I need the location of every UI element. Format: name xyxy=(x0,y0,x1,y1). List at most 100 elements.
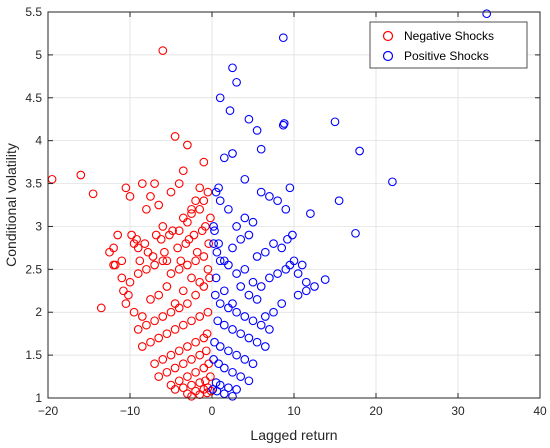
negative-shock-point xyxy=(166,350,176,360)
positive-shock-point xyxy=(211,273,221,283)
positive-shock-point xyxy=(248,359,258,369)
positive-shock-point xyxy=(215,93,225,103)
positive-shock-point xyxy=(232,222,241,231)
positive-shock-point xyxy=(279,119,289,128)
positive-shock-point xyxy=(215,299,225,308)
negative-shock-point xyxy=(203,307,213,317)
negative-shock-point xyxy=(173,243,182,253)
positive-shock-point xyxy=(219,320,229,330)
negative-shock-point xyxy=(195,350,205,360)
negative-shock-point xyxy=(158,312,168,321)
negative-shock-point xyxy=(201,222,210,231)
positive-shock-point xyxy=(260,247,270,257)
negative-shock-point xyxy=(117,273,127,283)
negative-shock-point xyxy=(140,239,150,248)
negative-shock-point xyxy=(135,256,145,266)
negative-shock-point xyxy=(170,385,180,394)
negative-shock-point xyxy=(202,329,212,339)
negative-shock-point xyxy=(88,189,98,199)
positive-shock-point xyxy=(256,187,266,197)
positive-shock-point xyxy=(256,144,266,154)
negative-shock-point xyxy=(191,337,200,347)
negative-shock-point xyxy=(151,230,161,240)
negative-shock-point xyxy=(133,269,143,278)
negative-shock-point xyxy=(187,273,196,283)
negative-shock-point xyxy=(183,372,192,381)
y-tick-label: 4.5 xyxy=(25,91,42,105)
negative-shock-point xyxy=(160,247,169,257)
negative-shock-point xyxy=(162,329,172,339)
negative-shock-point xyxy=(204,239,214,248)
positive-shock-point xyxy=(320,275,330,284)
negative-shock-point xyxy=(206,213,215,223)
positive-shock-point xyxy=(224,260,233,270)
negative-shock-point xyxy=(166,187,176,197)
negative-shock-point xyxy=(178,166,188,176)
negative-shock-point xyxy=(154,333,164,343)
positive-shock-point xyxy=(224,204,233,214)
positive-shock-point xyxy=(252,252,262,261)
negative-shock-point xyxy=(174,264,184,274)
negative-shock-point xyxy=(199,282,209,291)
positive-shock-point xyxy=(232,350,241,360)
negative-shock-point xyxy=(148,252,158,261)
positive-shock-point xyxy=(228,149,237,158)
positive-shock-point xyxy=(297,260,307,270)
negative-shock-point xyxy=(191,256,200,266)
negative-shock-point xyxy=(170,363,180,373)
positive-shock-point xyxy=(232,385,241,394)
negative-shock-point xyxy=(174,303,184,313)
positive-shock-point xyxy=(283,234,292,244)
negative-shock-point xyxy=(183,299,192,308)
negative-shock-point xyxy=(183,140,192,150)
legend-label-positive: Positive Shocks xyxy=(404,49,489,63)
positive-shock-point xyxy=(244,376,254,386)
positive-shock-point xyxy=(211,378,221,387)
positive-shock-point xyxy=(273,196,282,206)
negative-shock-point xyxy=(129,307,139,317)
negative-shock-point xyxy=(187,209,196,218)
positive-shock-point xyxy=(244,290,254,300)
negative-shock-point xyxy=(96,303,106,313)
positive-shock-point xyxy=(277,243,287,253)
negative-shock-point xyxy=(150,179,159,188)
positive-shock-point xyxy=(219,363,229,373)
negative-shock-point xyxy=(183,260,192,270)
positive-shock-point xyxy=(260,312,270,321)
positive-shock-point xyxy=(228,391,237,401)
positive-shock-point xyxy=(224,303,233,313)
legend-label-negative: Negative Shocks xyxy=(404,29,494,43)
positive-shock-point xyxy=(244,114,254,124)
positive-shock-point xyxy=(209,355,218,364)
positive-shock-point xyxy=(265,325,274,334)
negative-shock-point xyxy=(187,316,196,326)
negative-shock-point xyxy=(133,325,143,334)
positive-shock-point xyxy=(236,329,246,339)
negative-shock-point xyxy=(158,355,168,364)
positive-shock-point xyxy=(211,187,221,197)
negative-shock-point xyxy=(195,183,205,193)
negative-shock-point xyxy=(166,307,176,317)
positive-shock-point xyxy=(228,367,237,377)
negative-shock-point xyxy=(170,132,180,141)
negative-shock-point xyxy=(168,226,177,236)
negative-shock-point xyxy=(162,256,172,266)
positive-shock-point xyxy=(256,282,266,291)
positive-shock-point xyxy=(277,299,287,308)
x-tick-label: 40 xyxy=(533,404,547,418)
negative-shock-point xyxy=(124,290,133,300)
negative-shock-point xyxy=(191,367,200,377)
positive-shock-point xyxy=(301,277,311,287)
negative-shock-point xyxy=(191,290,200,300)
negative-shock-point xyxy=(137,312,147,321)
positive-shock-point xyxy=(209,222,218,231)
legend: Negative Shocks Positive Shocks xyxy=(369,21,528,69)
negative-shock-point xyxy=(146,337,155,347)
negative-shock-point xyxy=(117,256,127,266)
negative-shock-point xyxy=(183,217,192,227)
negative-shock-point xyxy=(191,196,200,206)
positive-shock-point xyxy=(209,239,218,248)
positive-shock-point xyxy=(388,177,397,187)
positive-shock-point xyxy=(232,77,241,87)
